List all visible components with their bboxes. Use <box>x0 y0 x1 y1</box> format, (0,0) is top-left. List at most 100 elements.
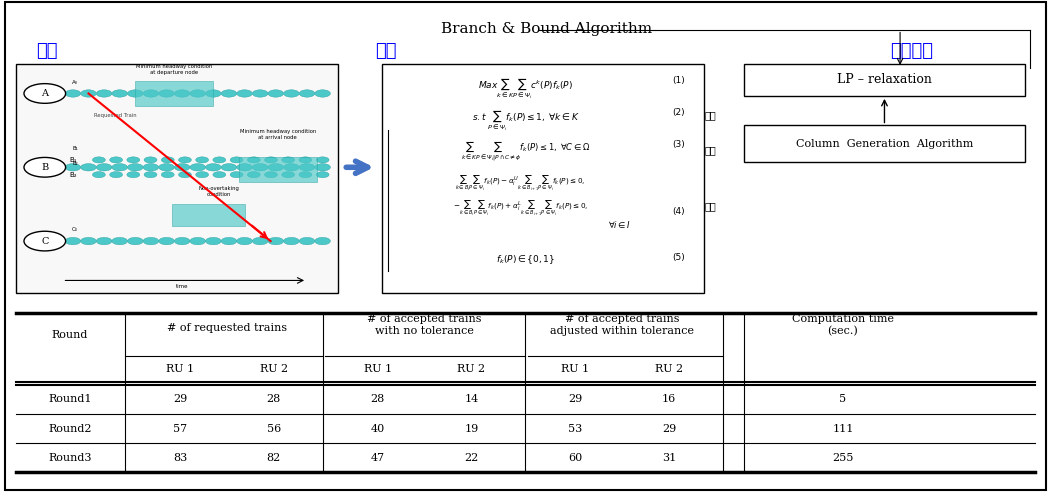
Text: B₂: B₂ <box>69 172 78 178</box>
Circle shape <box>221 90 236 97</box>
Text: $-\sum_{k\in B_i}\sum_{P\in\Psi_i}f_k(P)+\alpha_i^L\sum_{k\in B_{i+1}}\sum_{P\in: $-\sum_{k\in B_i}\sum_{P\in\Psi_i}f_k(P)… <box>453 199 588 218</box>
Circle shape <box>179 172 191 178</box>
Circle shape <box>252 90 268 97</box>
Text: 22: 22 <box>465 453 478 463</box>
Text: Branch & Bound Algorithm: Branch & Bound Algorithm <box>440 22 652 36</box>
Circle shape <box>92 172 105 178</box>
Circle shape <box>143 163 159 171</box>
Circle shape <box>213 157 226 163</box>
Circle shape <box>161 157 174 163</box>
Circle shape <box>127 172 140 178</box>
Circle shape <box>206 90 221 97</box>
Bar <box>744 64 1025 96</box>
Circle shape <box>97 163 111 171</box>
Text: $\sum_{k\in K}\sum_{P\in\Psi_i|P\cap C\neq\phi}f_k(P)\leq 1,\;\forall C\in\Omega: $\sum_{k\in K}\sum_{P\in\Psi_i|P\cap C\n… <box>460 140 591 164</box>
Circle shape <box>174 90 190 97</box>
Text: (4): (4) <box>672 207 684 215</box>
Circle shape <box>268 237 284 245</box>
Bar <box>171 204 245 226</box>
Circle shape <box>265 172 277 178</box>
Circle shape <box>190 163 206 171</box>
Circle shape <box>268 90 284 97</box>
Circle shape <box>316 157 329 163</box>
Circle shape <box>65 163 81 171</box>
Circle shape <box>300 90 315 97</box>
Circle shape <box>315 163 330 171</box>
Text: C₀: C₀ <box>71 227 78 232</box>
Text: 82: 82 <box>267 453 281 463</box>
Circle shape <box>213 172 226 178</box>
Circle shape <box>230 172 243 178</box>
Text: (3): (3) <box>672 140 684 149</box>
Text: 56: 56 <box>267 424 281 433</box>
Bar <box>240 157 317 182</box>
Text: LP – relaxation: LP – relaxation <box>837 73 932 87</box>
Circle shape <box>284 163 300 171</box>
Text: Minimum headway condition
at arrival node: Minimum headway condition at arrival nod… <box>240 129 316 140</box>
Circle shape <box>111 90 127 97</box>
Circle shape <box>159 237 174 245</box>
Circle shape <box>300 237 315 245</box>
Circle shape <box>81 163 97 171</box>
Text: 알고리즘: 알고리즘 <box>889 42 932 60</box>
Text: 29: 29 <box>569 395 582 404</box>
Circle shape <box>24 157 65 177</box>
Text: 절차: 절차 <box>704 111 716 121</box>
Text: A₀: A₀ <box>71 80 78 85</box>
Circle shape <box>236 237 252 245</box>
Circle shape <box>159 90 174 97</box>
Text: 5: 5 <box>840 395 846 404</box>
Text: RU 1: RU 1 <box>364 364 392 374</box>
Circle shape <box>174 163 190 171</box>
Circle shape <box>127 237 143 245</box>
Circle shape <box>109 172 123 178</box>
Circle shape <box>195 172 208 178</box>
Circle shape <box>265 157 277 163</box>
Circle shape <box>190 237 206 245</box>
Circle shape <box>143 237 159 245</box>
Circle shape <box>247 157 261 163</box>
Text: 비율: 비율 <box>704 202 716 212</box>
Circle shape <box>24 84 65 103</box>
Circle shape <box>221 237 236 245</box>
Circle shape <box>65 90 81 97</box>
Circle shape <box>81 90 97 97</box>
Text: $f_k(P)\in\{0,1\}$: $f_k(P)\in\{0,1\}$ <box>496 253 555 266</box>
Text: (5): (5) <box>672 253 684 262</box>
Circle shape <box>206 237 221 245</box>
Circle shape <box>143 90 159 97</box>
Circle shape <box>111 237 127 245</box>
Circle shape <box>179 157 191 163</box>
Text: 31: 31 <box>662 453 676 463</box>
Circle shape <box>97 90 111 97</box>
Circle shape <box>236 163 252 171</box>
Circle shape <box>298 157 312 163</box>
Text: 현실: 현실 <box>37 42 58 60</box>
Text: 53: 53 <box>569 424 582 433</box>
Text: 111: 111 <box>832 424 853 433</box>
Text: RU 2: RU 2 <box>655 364 683 374</box>
Circle shape <box>190 90 206 97</box>
Text: Computation time
(sec.): Computation time (sec.) <box>791 314 893 336</box>
Text: 16: 16 <box>662 395 676 404</box>
Text: Minimum headway condition
at departure node: Minimum headway condition at departure n… <box>136 64 212 75</box>
Text: 모델: 모델 <box>374 42 396 60</box>
Text: Round3: Round3 <box>48 453 91 463</box>
Text: 40: 40 <box>371 424 385 433</box>
Text: 83: 83 <box>173 453 187 463</box>
Circle shape <box>247 172 261 178</box>
Text: B₁: B₁ <box>69 157 78 163</box>
Circle shape <box>300 163 315 171</box>
Text: Round2: Round2 <box>48 424 91 433</box>
Bar <box>382 64 704 293</box>
Text: 14: 14 <box>465 395 478 404</box>
Text: B₂: B₂ <box>73 161 78 166</box>
Circle shape <box>206 163 221 171</box>
Text: RU 2: RU 2 <box>260 364 288 374</box>
Text: RU 2: RU 2 <box>457 364 486 374</box>
Text: Round1: Round1 <box>48 395 91 404</box>
Text: 29: 29 <box>662 424 676 433</box>
Bar <box>744 125 1025 162</box>
Text: B₁: B₁ <box>73 146 78 151</box>
Text: $\forall i\in I$: $\forall i\in I$ <box>607 219 631 230</box>
